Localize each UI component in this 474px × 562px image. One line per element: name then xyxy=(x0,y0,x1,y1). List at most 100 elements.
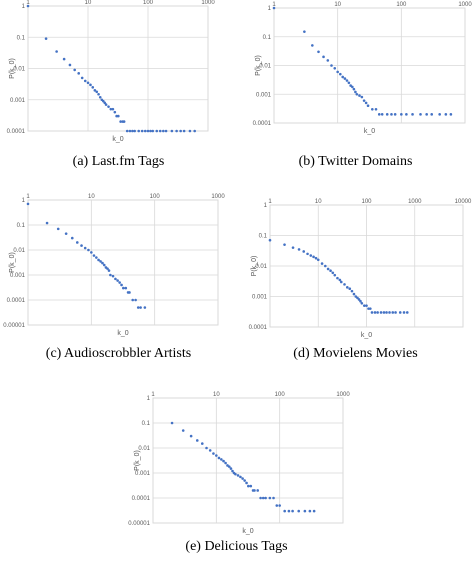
data-point xyxy=(302,250,306,253)
data-point xyxy=(243,479,246,482)
data-point xyxy=(151,129,155,133)
data-point xyxy=(379,311,383,314)
data-point xyxy=(137,129,141,133)
y-tick-label: 0.1 xyxy=(142,421,151,427)
data-point xyxy=(322,55,325,59)
chart-lastfm-tags: 1 10 100 1000 1 0.1 0.01 0.001 0.0001 k_0 P(k_0) xyxy=(7,0,216,143)
data-point xyxy=(149,129,152,133)
data-point xyxy=(371,107,374,111)
data-point xyxy=(341,75,345,79)
chart-panel-twitter-domains: 1 10 100 1000 1 0.1 0.01 0.001 0.0001 k_0 P(k_0) (… xyxy=(237,0,474,185)
data-point xyxy=(143,306,147,309)
data-point xyxy=(89,83,92,87)
data-point xyxy=(333,273,337,277)
data-point xyxy=(253,489,256,492)
data-point xyxy=(264,496,267,500)
data-point xyxy=(339,72,342,76)
y-tick-label: 0.001 xyxy=(135,471,151,477)
data-point xyxy=(352,87,356,91)
data-point xyxy=(366,104,370,107)
x-tick-label: 100 xyxy=(150,194,161,200)
data-point xyxy=(336,276,339,280)
data-point xyxy=(444,113,448,116)
y-tick-label: 1 xyxy=(268,6,272,12)
data-point xyxy=(83,79,87,83)
data-point xyxy=(119,120,122,123)
data-point xyxy=(139,306,142,309)
data-point xyxy=(188,129,192,133)
x-tick-label: 1000 xyxy=(408,199,422,205)
x-tick-label: 10 xyxy=(213,392,220,398)
data-point xyxy=(134,298,137,302)
data-point xyxy=(234,472,237,476)
data-point xyxy=(124,286,128,290)
y-tick-label: 0.001 xyxy=(10,98,26,104)
y-tick-label: 0.01 xyxy=(13,248,25,254)
data-point xyxy=(309,254,313,257)
y-axis-label: P(k_0) xyxy=(9,58,16,79)
data-point xyxy=(170,421,174,425)
x-tick-label: 1000 xyxy=(336,392,350,398)
data-point xyxy=(245,481,248,485)
data-point xyxy=(311,44,314,47)
data-point xyxy=(64,232,68,235)
data-point xyxy=(215,454,218,457)
data-point xyxy=(140,129,144,133)
data-point xyxy=(179,129,182,133)
caption-delicious-tags: (e) Delicious Tags xyxy=(185,539,288,554)
data-point xyxy=(80,76,84,80)
data-point xyxy=(394,311,397,314)
data-point xyxy=(195,439,199,442)
data-point xyxy=(99,260,102,263)
data-point xyxy=(212,452,215,455)
x-tick-label: 100 xyxy=(361,199,372,205)
data-point xyxy=(343,77,347,80)
data-point xyxy=(343,283,346,286)
caption-audioscrobbler-artists: (c) Audioscrobbler Artists xyxy=(45,346,192,361)
data-point xyxy=(357,298,361,301)
data-point xyxy=(229,467,233,470)
chart-panel-audioscrobbler-artists: 1 10 100 1000 1 0.1 0.01 0.001 0.0001 0.00001 k_0 P… xyxy=(0,192,237,372)
chart-panel-delicious-tags: 1 10 100 1000 1 0.1 0.01 0.001 0.0001 0.00001 k_0 P… xyxy=(118,385,355,562)
data-point xyxy=(377,113,381,116)
data-point xyxy=(175,129,178,133)
data-point xyxy=(44,37,48,40)
y-tick-label: 0.0001 xyxy=(253,121,272,127)
data-point xyxy=(62,57,66,61)
data-point xyxy=(114,277,117,281)
data-point xyxy=(330,64,333,67)
data-point xyxy=(391,311,395,314)
data-point xyxy=(354,90,357,94)
data-point xyxy=(360,301,364,305)
data-point xyxy=(268,496,272,500)
data-point xyxy=(133,129,136,133)
y-tick-label: 0.0001 xyxy=(7,298,26,304)
data-point xyxy=(287,509,291,513)
data-point xyxy=(55,50,58,53)
data-point xyxy=(369,307,372,310)
data-point xyxy=(128,291,131,294)
data-point xyxy=(131,129,134,133)
y-tick-label: 1 xyxy=(22,4,26,10)
data-point xyxy=(362,99,366,102)
y-tick-label: 0.00001 xyxy=(3,323,25,329)
data-point xyxy=(118,281,121,284)
data-point xyxy=(109,107,113,111)
data-point xyxy=(109,273,112,277)
data-point xyxy=(56,227,60,231)
data-point xyxy=(87,248,90,252)
y-tick-label: 1 xyxy=(22,198,26,204)
data-point xyxy=(329,269,332,273)
y-tick-label: 0.01 xyxy=(259,64,271,70)
data-point xyxy=(326,267,330,271)
data-point xyxy=(77,72,81,75)
data-point xyxy=(362,304,366,307)
plot-area xyxy=(27,199,219,326)
data-point xyxy=(348,287,352,291)
x-tick-label: 10 xyxy=(85,0,92,6)
data-point xyxy=(143,129,147,133)
data-point xyxy=(95,90,99,94)
x-tick-label: 10 xyxy=(315,199,322,205)
x-tick-label: 100 xyxy=(275,392,286,398)
data-point xyxy=(347,81,351,85)
